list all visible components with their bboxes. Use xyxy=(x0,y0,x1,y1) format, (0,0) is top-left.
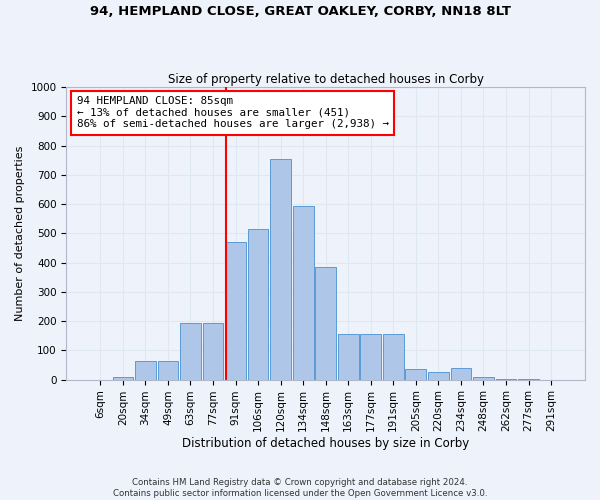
Bar xyxy=(383,334,404,380)
Bar xyxy=(406,370,426,380)
Bar xyxy=(338,334,359,380)
Text: Contains HM Land Registry data © Crown copyright and database right 2024.
Contai: Contains HM Land Registry data © Crown c… xyxy=(113,478,487,498)
Bar xyxy=(361,334,381,380)
Bar xyxy=(428,372,449,380)
Bar xyxy=(496,378,517,380)
Text: 94, HEMPLAND CLOSE, GREAT OAKLEY, CORBY, NN18 8LT: 94, HEMPLAND CLOSE, GREAT OAKLEY, CORBY,… xyxy=(89,5,511,18)
Bar xyxy=(293,206,314,380)
Bar xyxy=(158,360,178,380)
Bar xyxy=(248,229,268,380)
Bar xyxy=(473,376,494,380)
Bar xyxy=(225,242,246,380)
Text: 94 HEMPLAND CLOSE: 85sqm
← 13% of detached houses are smaller (451)
86% of semi-: 94 HEMPLAND CLOSE: 85sqm ← 13% of detach… xyxy=(77,96,389,129)
Bar xyxy=(451,368,471,380)
Bar xyxy=(180,322,201,380)
Bar xyxy=(270,159,291,380)
Y-axis label: Number of detached properties: Number of detached properties xyxy=(15,146,25,321)
Bar xyxy=(203,322,223,380)
Bar xyxy=(113,376,133,380)
Title: Size of property relative to detached houses in Corby: Size of property relative to detached ho… xyxy=(168,73,484,86)
Bar xyxy=(316,267,336,380)
Bar xyxy=(135,362,156,380)
X-axis label: Distribution of detached houses by size in Corby: Distribution of detached houses by size … xyxy=(182,437,469,450)
